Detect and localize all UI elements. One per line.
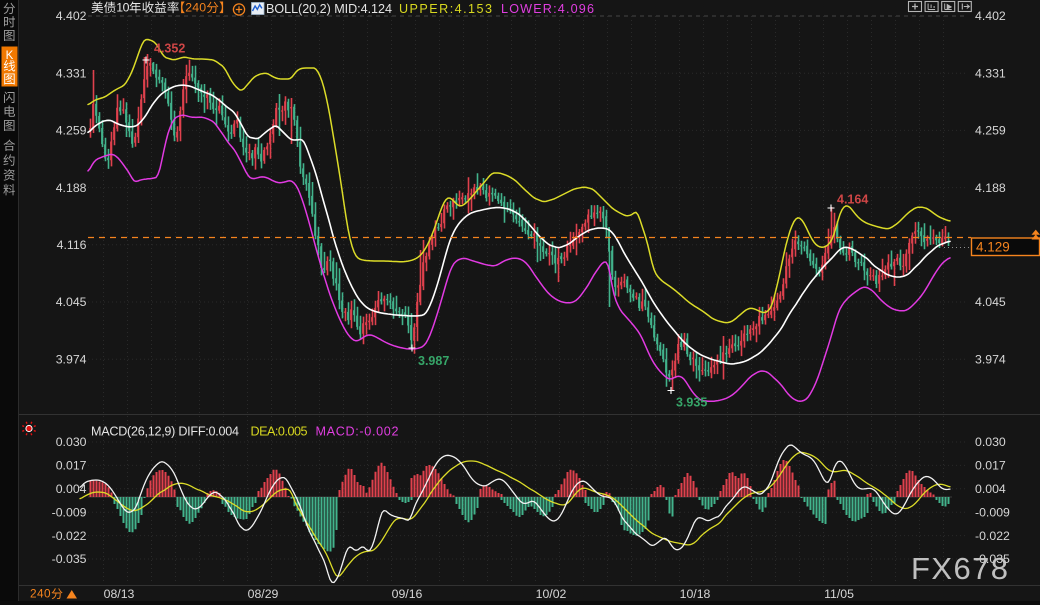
svg-text:4.188: 4.188 (56, 181, 87, 195)
svg-text:-0.009: -0.009 (52, 505, 87, 519)
svg-text:4: 4 (37, 586, 44, 600)
svg-text:UPPER:4.153: UPPER:4.153 (399, 2, 492, 16)
svg-text:0.017: 0.017 (56, 459, 87, 473)
svg-text:DEA:0.005: DEA:0.005 (251, 425, 308, 439)
svg-text:3.974: 3.974 (975, 352, 1006, 366)
svg-text:-0.009: -0.009 (975, 505, 1010, 519)
svg-text:4.164: 4.164 (837, 193, 868, 207)
svg-text:4.402: 4.402 (56, 9, 87, 23)
svg-text:4: 4 (192, 0, 199, 14)
svg-text:-0.035: -0.035 (52, 552, 87, 566)
svg-text:4.045: 4.045 (975, 295, 1006, 309)
svg-text:0: 0 (44, 586, 51, 600)
svg-text:08/29: 08/29 (248, 587, 279, 601)
svg-text:09/16: 09/16 (392, 587, 423, 601)
svg-text:2: 2 (30, 586, 37, 600)
svg-text:4.045: 4.045 (56, 295, 87, 309)
svg-text:4.331: 4.331 (975, 66, 1006, 80)
svg-text:4.116: 4.116 (57, 238, 87, 252)
svg-text:4.259: 4.259 (975, 124, 1006, 138)
svg-text:0.004: 0.004 (975, 482, 1006, 496)
svg-text:08/13: 08/13 (104, 587, 135, 601)
svg-text:11/05: 11/05 (824, 587, 854, 601)
svg-text:LOWER:4.096: LOWER:4.096 (501, 2, 594, 16)
svg-text:4.402: 4.402 (975, 9, 1006, 23)
svg-text:4.259: 4.259 (56, 124, 87, 138)
svg-text:FX678: FX678 (911, 551, 1008, 586)
svg-text:1: 1 (116, 0, 123, 14)
svg-text:4.188: 4.188 (975, 181, 1006, 195)
svg-text:-0.035: -0.035 (975, 552, 1010, 566)
svg-text:BOLL(20,2) MID:4.124: BOLL(20,2) MID:4.124 (266, 2, 392, 16)
svg-text:0.030: 0.030 (975, 435, 1006, 449)
svg-text:K: K (6, 50, 14, 62)
svg-text:MACD:-0.002: MACD:-0.002 (316, 425, 399, 439)
svg-text:-0.022: -0.022 (975, 529, 1010, 543)
svg-text:0: 0 (199, 0, 206, 14)
svg-text:3.974: 3.974 (56, 352, 87, 366)
svg-text:MACD(26,12,9) DIFF:0.004: MACD(26,12,9) DIFF:0.004 (91, 425, 239, 439)
svg-text:10/02: 10/02 (536, 587, 567, 601)
svg-text:3.987: 3.987 (418, 354, 449, 368)
svg-text:4.352: 4.352 (154, 42, 185, 56)
svg-text:4.331: 4.331 (56, 66, 87, 80)
svg-text:0.017: 0.017 (975, 459, 1006, 473)
svg-text:0: 0 (123, 0, 130, 14)
svg-text:4.129: 4.129 (976, 240, 1010, 255)
svg-text:10/18: 10/18 (680, 587, 711, 601)
svg-text:0.030: 0.030 (56, 435, 87, 449)
svg-text:3.935: 3.935 (676, 396, 707, 410)
svg-text:2: 2 (185, 0, 192, 14)
svg-text:0.004: 0.004 (56, 482, 87, 496)
svg-text:-0.022: -0.022 (52, 529, 87, 543)
